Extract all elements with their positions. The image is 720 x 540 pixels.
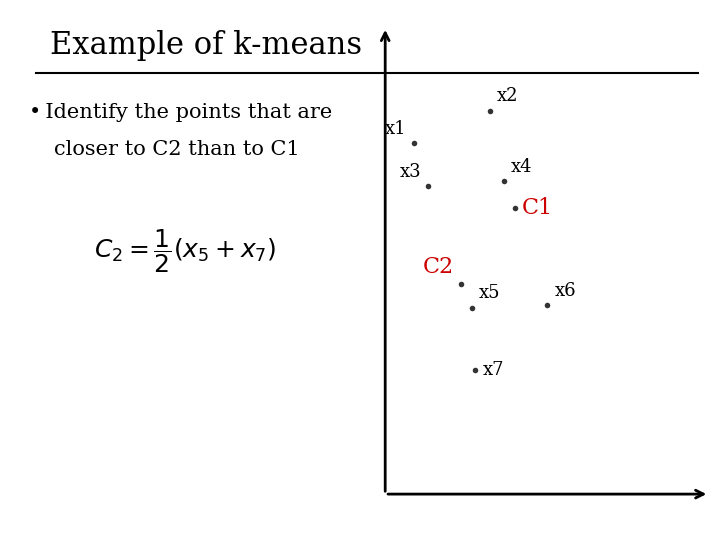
Text: Example of k-means: Example of k-means [50,30,363,60]
Text: x4: x4 [511,158,533,176]
Text: x5: x5 [479,285,500,302]
Text: $C_2 = \dfrac{1}{2}(x_5 + x_7)$: $C_2 = \dfrac{1}{2}(x_5 + x_7)$ [94,227,276,275]
Text: • Identify the points that are: • Identify the points that are [29,103,332,122]
Text: x1: x1 [385,120,407,138]
Text: x6: x6 [554,282,576,300]
Text: closer to C2 than to C1: closer to C2 than to C1 [54,140,300,159]
Text: C1: C1 [522,197,553,219]
Text: x2: x2 [497,87,518,105]
Text: x3: x3 [400,163,421,181]
Text: C2: C2 [423,256,454,278]
Text: x7: x7 [482,361,504,379]
